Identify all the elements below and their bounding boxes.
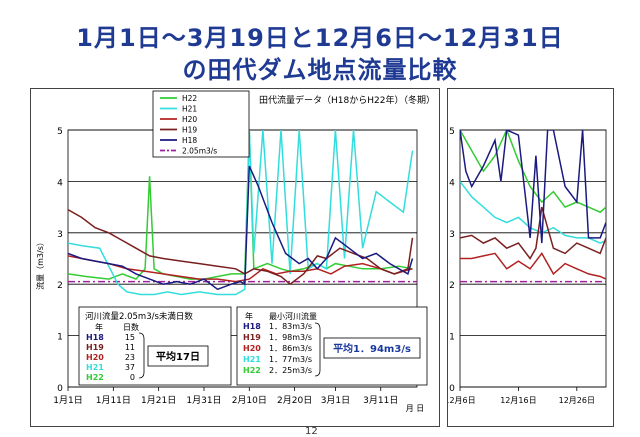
y-tick-label-0: 0: [57, 384, 63, 394]
series-line-H18: [68, 165, 414, 291]
table-min-year-H18: H18: [243, 322, 261, 331]
table-days-value-H20: 23: [125, 353, 135, 362]
table-days-col-days: 日数: [123, 322, 139, 332]
x-axis-label: 月 日: [406, 404, 425, 413]
table-min-value-H19: 1．98m3/s: [269, 333, 312, 342]
page-number: 12: [305, 426, 318, 437]
y-tick-label-1: 1: [449, 333, 455, 343]
average-min-text: 平均1．94m3/s: [333, 342, 411, 355]
x-tick-label-16: 12月16日: [500, 396, 536, 405]
table-min-col-year: 年: [245, 311, 253, 321]
table-days-value-H21: 37: [125, 363, 135, 372]
legend-label-0: H22: [182, 94, 197, 103]
table-min-year-H20: H20: [243, 344, 261, 353]
series-line-H21: [460, 180, 606, 244]
table-min-value-H18: 1．83m3/s: [269, 322, 312, 331]
december-chart-svg: 0 1 2 3 4 5 12月6日 12月16日 12月26日: [448, 127, 607, 405]
legend-label-2: H20: [182, 115, 197, 124]
table-days-year-H22: H22: [86, 373, 104, 382]
table-days-year-H20: H20: [86, 353, 104, 362]
table-days-year-H19: H19: [86, 343, 104, 352]
table-min-value-H20: 1．86m3/s: [269, 344, 312, 353]
chart-title: 田代流量データ（H18からH22年）（冬期）: [259, 94, 435, 106]
y-tick-label-4: 4: [57, 178, 63, 188]
x-tick-label-41: 2月10日: [232, 395, 267, 406]
average-days-box: [147, 345, 209, 367]
x-tick-label-21: 1月21日: [141, 395, 176, 406]
x-tick-label-60: 3月1日: [321, 395, 350, 406]
table-min-year-H22: H22: [243, 366, 261, 375]
x-tick-label-51: 2月20日: [277, 395, 312, 406]
series-line-H20: [68, 255, 413, 283]
x-tick-label-26: 12月26日: [559, 396, 595, 405]
table-min-value-H21: 1．77m3/s: [269, 355, 312, 364]
table-days-brace: [138, 332, 145, 379]
series-line-H20: [460, 252, 606, 280]
y-tick-label-5: 5: [449, 127, 455, 137]
series-line-H18: [460, 130, 606, 244]
x-tick-label-1: 1月1日: [53, 395, 82, 406]
table-days-value-H18: 15: [125, 333, 135, 342]
table-min-col-min: 最小河川流量: [269, 311, 317, 321]
y-tick-label-5: 5: [57, 127, 63, 137]
y-tick-label-0: 0: [449, 384, 455, 394]
legend-label-1: H21: [182, 105, 197, 114]
y-tick-label-3: 3: [57, 230, 63, 240]
main-chart-panel: 0 1 2 3 4 5 1月1日 1月11日 1月21日 1月31日 2月10日 2月20日 3月1日 3…: [30, 88, 440, 427]
y-tick-label-1: 1: [57, 333, 63, 343]
legend-box: [152, 90, 250, 158]
table-days-year-H21: H21: [86, 363, 104, 372]
table-days-col-year: 年: [95, 322, 103, 332]
legend-label-3: H19: [182, 126, 197, 135]
legend-label-4: H18: [182, 136, 197, 145]
december-chart-panel: 0 1 2 3 4 5 12月6日 12月16日 12月26日: [447, 88, 614, 427]
x-tick-label-70: 3月11日: [363, 395, 398, 406]
title-line-1: 1月1日～3月19日と12月6日～12月31日: [76, 24, 564, 52]
table-days-value-H22: 0: [130, 373, 135, 382]
y-tick-label-2: 2: [57, 281, 63, 291]
y-tick-label-3: 3: [449, 230, 455, 240]
table-min-value-H22: 2．25m3/s: [269, 366, 312, 375]
table-min-flow: 年 最小河川流量 H18 1．83m3/s H19 1．98m3/s H20 1．86m3/s…: [236, 306, 428, 386]
average-min-box: [323, 337, 421, 359]
table-days-value-H19: 11: [125, 343, 135, 352]
table-min-year-H21: H21: [243, 355, 261, 364]
series-line-H21: [68, 130, 414, 296]
table-days-header: 河川流量2.05m3/s未満日数: [85, 311, 193, 322]
x-tick-label-31: 1月31日: [186, 395, 221, 406]
average-days-text: 平均17日: [156, 350, 200, 363]
y-tick-label-2: 2: [449, 281, 455, 291]
x-tick-label-11: 1月11日: [96, 395, 131, 406]
table-min-brace: [314, 322, 321, 377]
legend-label-5: 2.05m3/s: [182, 147, 217, 156]
title-line-2: の田代ダム地点流量比較: [182, 56, 458, 84]
series-line-H19: [460, 206, 606, 260]
table-min-year-H19: H19: [243, 333, 261, 342]
y-tick-label-4: 4: [449, 178, 455, 188]
table-days-year-H18: H18: [86, 333, 104, 342]
y-axis-label: 流量（m3/s）: [35, 238, 45, 290]
x-tick-label-6: 12月6日: [448, 396, 476, 405]
series-line-H19: [68, 209, 414, 286]
